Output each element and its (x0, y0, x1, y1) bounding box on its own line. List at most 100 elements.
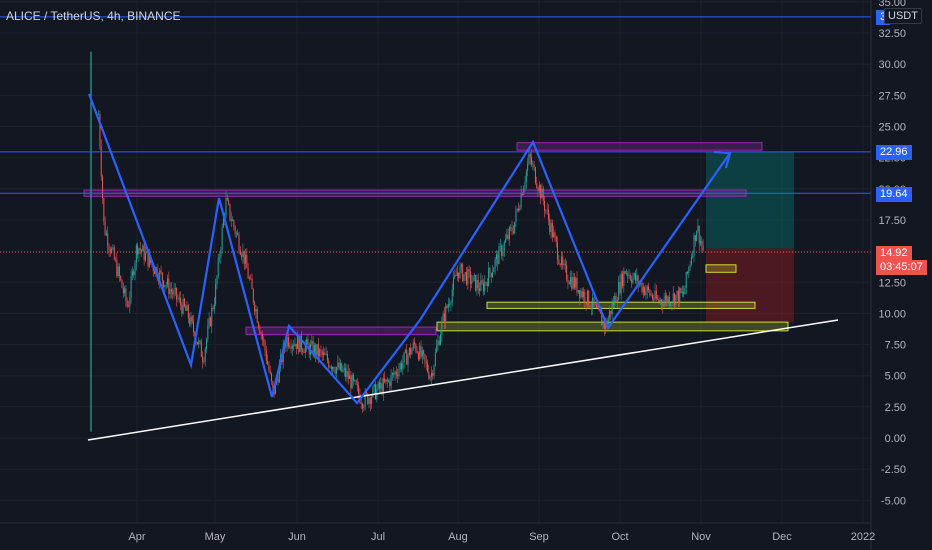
candle-body (212, 307, 214, 309)
candle-body (141, 249, 143, 252)
candle-body (527, 163, 529, 171)
candle-body (612, 303, 614, 306)
candle-body (239, 250, 241, 255)
candle-body (575, 277, 577, 288)
candle-body (226, 198, 228, 201)
candle-body (261, 334, 263, 339)
candle-body (313, 345, 315, 356)
candle-body (455, 275, 457, 276)
candle-body (144, 253, 146, 261)
candle-body (584, 291, 586, 303)
candle-body (355, 380, 357, 385)
candle-body (394, 371, 396, 375)
candle-body (451, 289, 453, 303)
candle-body (507, 234, 509, 239)
candle-body (160, 270, 162, 273)
candle-body (463, 274, 465, 281)
candle-body (242, 250, 244, 258)
candle-body (312, 341, 314, 356)
candle-body (225, 198, 227, 216)
candle-body (287, 337, 289, 347)
candle-body (169, 289, 171, 294)
countdown-tag: 03:45:07 (876, 260, 927, 275)
candles (90, 51, 704, 432)
candle-body (579, 290, 581, 298)
candle-body (519, 207, 521, 211)
candle-body (126, 300, 128, 307)
candle-body (346, 371, 348, 377)
candle-body (364, 392, 366, 407)
candle-body (329, 366, 331, 368)
candle-body (551, 222, 553, 238)
candle-body (653, 298, 655, 300)
candle-body (659, 299, 661, 302)
time-tick-label: Dec (772, 531, 792, 543)
candle-body (406, 349, 408, 365)
candle-body (380, 383, 382, 389)
candle-body (333, 367, 335, 371)
candle-body (433, 365, 435, 376)
candle-body (375, 384, 377, 400)
candle-body (251, 278, 253, 290)
candle-body (206, 339, 208, 349)
candle-body (676, 290, 678, 296)
candle-body (291, 345, 293, 349)
candle-body (415, 344, 417, 351)
candle-body (687, 271, 689, 274)
candle-body (161, 272, 163, 281)
candle-body (255, 308, 257, 312)
candle-body (299, 335, 301, 353)
candle-body (449, 303, 451, 305)
candle-body (533, 164, 535, 168)
candle-body (356, 384, 358, 386)
candle-body (664, 295, 666, 301)
candle-body (525, 170, 527, 183)
candle-body (111, 248, 113, 253)
candle-body (187, 305, 189, 319)
candle-body (202, 356, 204, 363)
candle-body (482, 283, 484, 292)
candle-body (619, 282, 621, 294)
candle-body (108, 246, 110, 250)
candle-body (684, 288, 686, 295)
currency-button[interactable]: USDT (884, 8, 922, 24)
candle-body (285, 346, 287, 348)
candle-body (233, 220, 235, 227)
candle-body (232, 220, 234, 222)
candle-body (237, 232, 239, 236)
candle-body (419, 345, 421, 360)
candle-body (159, 270, 161, 282)
candle-body (438, 340, 440, 345)
candle-body (655, 290, 657, 299)
candle-body (544, 200, 546, 211)
candle-body (473, 274, 475, 276)
candle-body (345, 368, 347, 377)
candle-body (592, 297, 594, 309)
candle-body (341, 363, 343, 372)
symbol-title[interactable]: ALICE / TetherUS, 4h, BINANCE (6, 9, 181, 23)
candle-body (629, 274, 631, 280)
candle-body (573, 277, 575, 288)
candle-body (492, 271, 494, 277)
price-tick-label: -5.00 (881, 495, 906, 507)
candle-body (271, 373, 273, 382)
candle-body (557, 242, 559, 260)
candle-body (164, 285, 166, 288)
time-axis[interactable]: Apr May Jun Jul Aug Sep Oct Nov Dec 2022 (128, 531, 875, 543)
candle-body (269, 370, 271, 374)
candle-body (421, 350, 423, 357)
candle-body (390, 374, 392, 387)
candle-body (689, 264, 691, 268)
candle-body (408, 348, 410, 355)
candle-body (571, 276, 573, 289)
price-axis[interactable]: 35.0032.5030.0027.5025.0022.5020.0017.50… (878, 0, 906, 507)
candle-body (585, 302, 587, 305)
candle-body (407, 354, 409, 365)
candle-body (611, 303, 613, 315)
candle-body (178, 297, 180, 300)
candle-body (336, 367, 338, 374)
candle-body (568, 282, 570, 285)
candle-body (191, 316, 193, 322)
candle-body (397, 374, 399, 377)
